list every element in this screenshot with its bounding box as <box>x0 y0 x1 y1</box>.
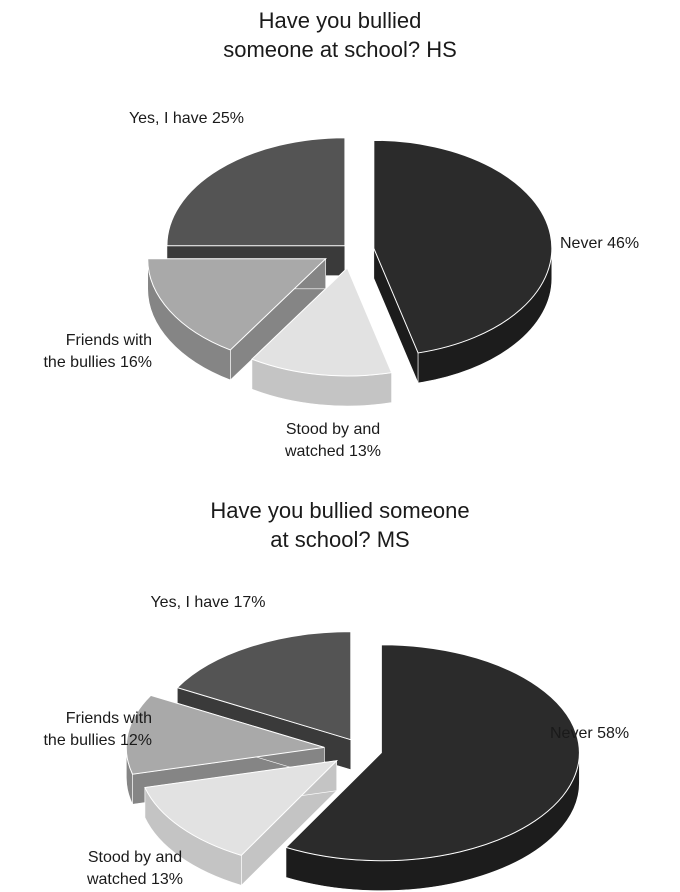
ms-pie-plot: Never 58% Stood by and watched 13% Friends … <box>43 594 629 891</box>
hs-slice-friends-with <box>147 258 327 351</box>
hs-slice-stood-by-and <box>251 267 393 377</box>
hs-title-line-1: Have you bullied <box>258 8 422 33</box>
ms-chart-title: Have you bullied someone at school? MS <box>0 496 680 554</box>
hs-label-line: Yes, I have 25% <box>129 110 244 127</box>
hs-label-line: the bullies 16% <box>43 354 152 371</box>
hs-slice-never-46 <box>373 139 553 354</box>
hs-label-friends-with: Friends with the bullies 16% <box>43 332 152 371</box>
hs-label-stood-by-and: Stood by and watched 13% <box>284 421 381 460</box>
ms-title-line-1: Have you bullied someone <box>210 498 470 523</box>
ms-slice-yes-i-have-17 <box>176 631 352 741</box>
hs-chart-title: Have you bullied someone at school? HS <box>0 6 680 64</box>
ms-label-line: the bullies 12% <box>43 732 152 749</box>
ms-title-line-2: at school? MS <box>270 527 410 552</box>
hs-slice-yes-i-have-25 <box>166 137 346 247</box>
ms-label-line: Stood by and <box>88 849 182 866</box>
ms-label-friends-with: Friends with the bullies 12% <box>43 710 152 749</box>
ms-pie-chart: Never 58% Stood by and watched 13% Friends … <box>0 470 680 892</box>
ms-label-stood-by-and: Stood by and watched 13% <box>86 849 183 888</box>
hs-pie-chart: Never 46% Stood by and watched 13% Friends … <box>0 6 680 460</box>
ms-label-line: Never 58% <box>550 725 629 742</box>
ms-slice-friends-with <box>125 694 325 775</box>
ms-label-line: Friends with <box>66 710 152 727</box>
ms-label-line: Yes, I have 17% <box>150 594 265 611</box>
ms-slice-never-58 <box>285 644 580 862</box>
ms-label-yes-i-have-17: Yes, I have 17% <box>150 594 265 611</box>
ms-label-line: watched 13% <box>86 871 183 888</box>
hs-pie-plot: Never 46% Stood by and watched 13% Friends … <box>43 110 639 460</box>
hs-label-line: Friends with <box>66 332 152 349</box>
hs-label-line: Stood by and <box>286 421 380 438</box>
hs-label-never-46: Never 46% <box>560 235 639 252</box>
hs-label-line: Never 46% <box>560 235 639 252</box>
ms-label-never-58: Never 58% <box>550 725 629 742</box>
hs-label-line: watched 13% <box>284 443 381 460</box>
hs-label-yes-i-have-25: Yes, I have 25% <box>129 110 244 127</box>
hs-title-line-2: someone at school? HS <box>223 37 457 62</box>
ms-slice-stood-by-and <box>144 759 339 856</box>
